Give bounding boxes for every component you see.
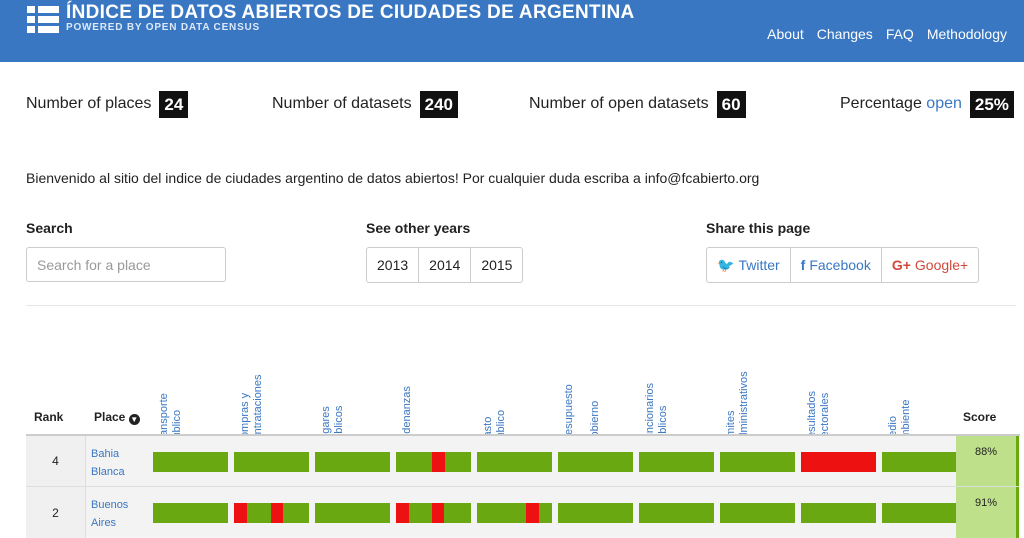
nav-changes[interactable]: Changes	[816, 26, 873, 42]
stat-percentage: Percentage open 25%	[840, 90, 1014, 118]
stat-datasets: Number of datasets 240	[272, 90, 458, 118]
stat-pct-open-link[interactable]: open	[926, 95, 962, 112]
twitter-label: Twitter	[738, 257, 780, 273]
nav-about[interactable]: About	[767, 26, 804, 42]
score-edge	[1016, 436, 1019, 486]
list-logo-icon[interactable]	[27, 4, 59, 34]
rank-cell: 2	[26, 487, 86, 538]
stat-places-value: 24	[159, 90, 189, 118]
google-label: Google+	[914, 257, 969, 273]
place-line: Buenos	[91, 499, 129, 511]
dataset-bar[interactable]	[801, 503, 876, 523]
search-label: Search	[26, 220, 73, 236]
place-link[interactable]: Bahia Blanca	[91, 445, 146, 481]
score-cell: 91%	[956, 487, 1016, 538]
nav-methodology[interactable]: Methodology	[926, 26, 1007, 42]
dataset-bar[interactable]	[315, 503, 390, 523]
top-nav: About Changes FAQ Methodology	[767, 26, 1007, 42]
share-label: Share this page	[706, 220, 811, 236]
place-link[interactable]: Buenos Aires	[91, 496, 146, 532]
year-buttons: 2013 2014 2015	[366, 247, 524, 283]
google-share-button[interactable]: G+ Google+	[882, 248, 978, 282]
dataset-bar[interactable]	[234, 452, 309, 472]
rank-cell: 4	[26, 436, 86, 486]
dataset-bar[interactable]	[153, 452, 228, 472]
dataset-bar[interactable]	[315, 452, 390, 472]
stat-pct-value: 25%	[969, 90, 1014, 118]
rank-header[interactable]: Rank	[34, 410, 64, 424]
dataset-bar[interactable]	[639, 503, 714, 523]
place-line: Bahia	[91, 448, 120, 460]
year-2014-button[interactable]: 2014	[419, 248, 472, 282]
stat-pct-label: Percentage open	[840, 95, 962, 112]
dataset-bar[interactable]	[558, 503, 633, 523]
stat-datasets-label: Number of datasets	[272, 95, 412, 112]
dataset-bar[interactable]	[720, 452, 795, 472]
dataset-bar[interactable]	[396, 503, 471, 523]
dataset-bar[interactable]	[477, 503, 552, 523]
twitter-share-button[interactable]: 🐦 Twitter	[707, 248, 791, 282]
stat-places: Number of places 24	[26, 90, 189, 118]
place-line: Aires	[91, 517, 117, 529]
facebook-share-button[interactable]: f Facebook	[791, 248, 882, 282]
stat-open-label: Number of open datasets	[529, 95, 709, 112]
sort-down-icon[interactable]: ▼	[128, 414, 140, 425]
nav-faq[interactable]: FAQ	[885, 26, 914, 42]
search-input[interactable]	[26, 247, 226, 282]
dataset-bar[interactable]	[234, 503, 309, 523]
section-divider	[26, 305, 1016, 306]
dataset-bar[interactable]	[882, 503, 957, 523]
stat-datasets-value: 240	[419, 90, 458, 118]
score-header: Score	[963, 410, 997, 424]
dataset-bar[interactable]	[801, 452, 876, 472]
score-edge	[1016, 487, 1019, 538]
share-buttons: 🐦 Twitter f Facebook G+ Google+	[706, 247, 980, 283]
place-header[interactable]: Place ▼	[94, 410, 140, 425]
dataset-bar[interactable]	[639, 452, 714, 472]
facebook-icon: f	[800, 257, 806, 273]
table-row: 2 Buenos Aires 91%	[26, 486, 1020, 538]
years-label: See other years	[366, 220, 471, 236]
google-plus-icon: G+	[891, 257, 911, 273]
dataset-bar[interactable]	[882, 452, 957, 472]
site-title[interactable]: ÍNDICE DE DATOS ABIERTOS DE CIUDADES DE …	[66, 2, 635, 23]
dataset-bar[interactable]	[396, 452, 471, 472]
year-2015-button[interactable]: 2015	[481, 257, 513, 273]
stat-open-value: 60	[716, 90, 746, 118]
site-subtitle: POWERED BY OPEN DATA CENSUS	[66, 22, 261, 33]
table-row: 4 Bahia Blanca 88%	[26, 434, 1020, 486]
dataset-bar[interactable]	[477, 452, 552, 472]
dataset-bar[interactable]	[720, 503, 795, 523]
year-2013-button[interactable]: 2013	[367, 248, 420, 282]
dataset-bar[interactable]	[153, 503, 228, 523]
place-header-label: Place	[94, 410, 126, 424]
dataset-bar[interactable]	[558, 452, 633, 472]
score-cell: 88%	[956, 436, 1016, 486]
facebook-label: Facebook	[809, 257, 871, 273]
stat-places-label: Number of places	[26, 95, 152, 112]
stat-open-datasets: Number of open datasets 60	[529, 90, 746, 118]
site-header: ÍNDICE DE DATOS ABIERTOS DE CIUDADES DE …	[0, 0, 1024, 62]
welcome-text: Bienvenido al sitio del indice de ciudad…	[26, 170, 760, 186]
place-line: Blanca	[91, 466, 125, 478]
twitter-icon: 🐦	[717, 257, 735, 273]
